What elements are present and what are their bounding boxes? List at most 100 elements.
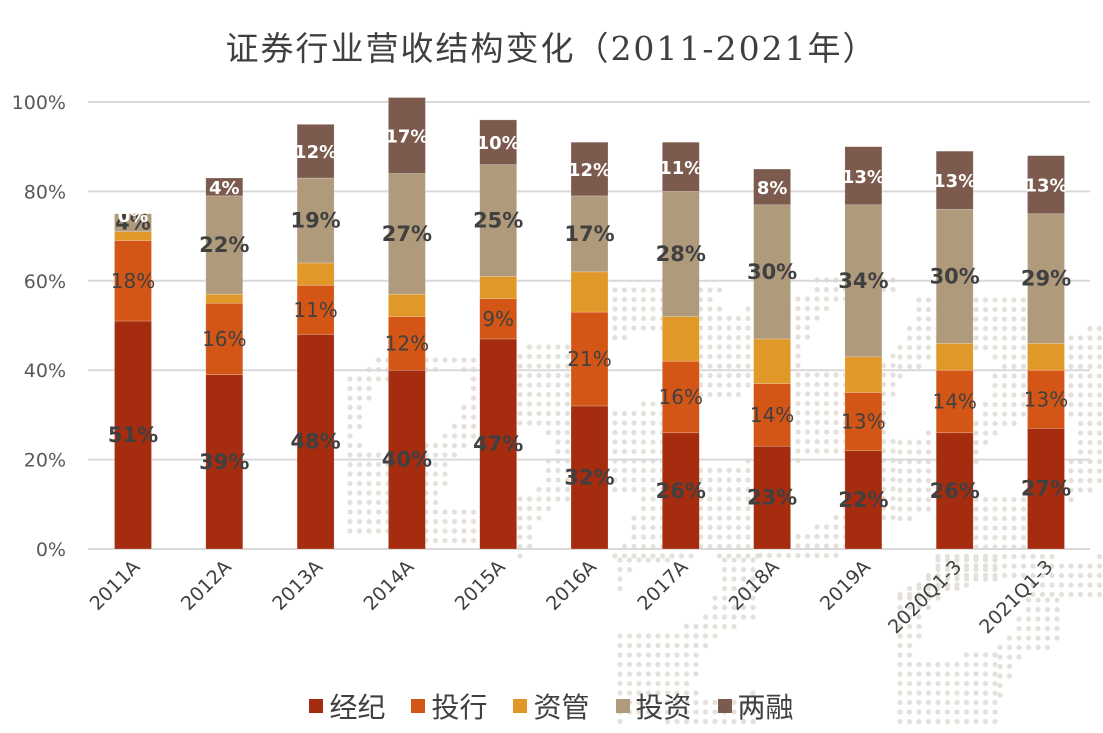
bg-dot xyxy=(804,305,811,312)
bar-segment-2 xyxy=(570,271,609,313)
bg-dot xyxy=(1006,663,1013,670)
bg-dot xyxy=(1020,401,1027,408)
bg-dot xyxy=(814,429,820,435)
bg-dot xyxy=(636,680,642,687)
bg-dot xyxy=(935,585,941,592)
bg-dot xyxy=(555,467,561,474)
bg-dot xyxy=(1001,363,1008,370)
data-label: 23% xyxy=(747,486,797,510)
bg-dot xyxy=(925,699,932,706)
x-tick-label: 2014A xyxy=(359,556,418,615)
bg-dot xyxy=(890,286,896,293)
bg-dot xyxy=(750,709,756,715)
bg-dot xyxy=(683,671,690,677)
data-label: 26% xyxy=(656,479,706,503)
bg-dot xyxy=(982,401,989,408)
bg-dot xyxy=(626,642,633,649)
data-labels: 51%18%4%0%39%16%22%4%48%11%19%12%40%12%2… xyxy=(108,127,1071,512)
bg-dot xyxy=(906,718,913,725)
bg-dot xyxy=(664,718,671,725)
bg-dot xyxy=(1020,316,1027,322)
x-tick-label: 2011A xyxy=(86,556,145,615)
bg-dot xyxy=(1001,335,1008,341)
bg-dot xyxy=(735,524,742,531)
bg-dot xyxy=(880,514,887,521)
bg-dot xyxy=(1068,496,1074,503)
bg-dot xyxy=(707,363,713,369)
bg-dot xyxy=(617,557,623,563)
bg-dot xyxy=(833,524,839,530)
bg-dot xyxy=(1030,572,1036,579)
bg-dot xyxy=(823,448,830,454)
bg-dot xyxy=(1077,401,1084,408)
bg-dot xyxy=(954,690,960,696)
bg-dot xyxy=(451,528,458,534)
bg-dot xyxy=(1096,335,1103,341)
bg-dot xyxy=(954,699,960,706)
bg-dot xyxy=(526,496,533,502)
bg-dot xyxy=(712,623,718,630)
bg-dot xyxy=(880,410,887,416)
bg-dot xyxy=(726,534,732,540)
bg-dot xyxy=(536,420,542,426)
bg-dot xyxy=(1030,591,1036,598)
bg-dot xyxy=(906,439,913,446)
bg-dot xyxy=(735,382,742,388)
bg-dot xyxy=(982,515,989,522)
bg-dot xyxy=(536,496,542,502)
bg-dot xyxy=(906,335,913,341)
bg-dot xyxy=(347,433,353,439)
bar-segment-0 xyxy=(753,445,791,550)
bg-dot xyxy=(795,372,801,378)
bg-dot xyxy=(712,699,718,706)
bg-dot xyxy=(659,553,666,559)
bg-dot xyxy=(451,442,458,449)
bg-dot xyxy=(992,411,998,417)
bg-dot xyxy=(347,385,353,392)
bg-dot xyxy=(375,518,382,525)
bg-dot xyxy=(470,423,477,430)
bg-dot xyxy=(982,699,989,706)
bg-dot xyxy=(1077,439,1084,446)
bg-dot xyxy=(693,709,699,715)
bg-dot xyxy=(545,429,552,436)
bg-dot xyxy=(617,633,623,639)
bg-dot xyxy=(366,509,372,515)
bg-dot xyxy=(650,515,656,521)
bg-dot xyxy=(1087,382,1093,389)
bg-dot xyxy=(375,499,382,506)
bg-dot xyxy=(721,718,728,725)
bg-dot xyxy=(1077,411,1084,417)
bg-dot xyxy=(1001,496,1008,503)
bg-dot xyxy=(973,420,979,427)
bg-dot xyxy=(823,419,830,426)
bg-dot xyxy=(1025,616,1032,622)
bg-dot xyxy=(897,690,903,696)
bar-segment-4 xyxy=(1027,155,1065,215)
data-label: 27% xyxy=(1021,477,1071,501)
bg-dot xyxy=(555,363,561,369)
bg-dot xyxy=(795,543,801,549)
bg-dot xyxy=(726,344,732,350)
bg-dot xyxy=(795,315,801,321)
bg-dot xyxy=(982,344,989,351)
bg-dot xyxy=(1030,553,1036,560)
bg-dot xyxy=(992,525,998,531)
bg-dot xyxy=(356,480,363,487)
bg-dot xyxy=(1087,392,1093,398)
bg-dot xyxy=(655,642,661,649)
bg-dot xyxy=(906,690,913,696)
bg-dot xyxy=(735,334,742,341)
bg-dot xyxy=(804,429,811,435)
bg-dot xyxy=(726,382,732,388)
bg-dot xyxy=(1044,606,1051,613)
bg-dot xyxy=(1044,597,1051,603)
bg-dot xyxy=(897,487,903,493)
bg-dot xyxy=(735,515,742,521)
bg-dot xyxy=(442,452,448,458)
bg-dot xyxy=(564,448,571,455)
bg-dot xyxy=(621,334,628,341)
bg-dot xyxy=(1096,420,1103,427)
bg-dot xyxy=(897,718,903,725)
bar-segment-0 xyxy=(844,450,883,550)
